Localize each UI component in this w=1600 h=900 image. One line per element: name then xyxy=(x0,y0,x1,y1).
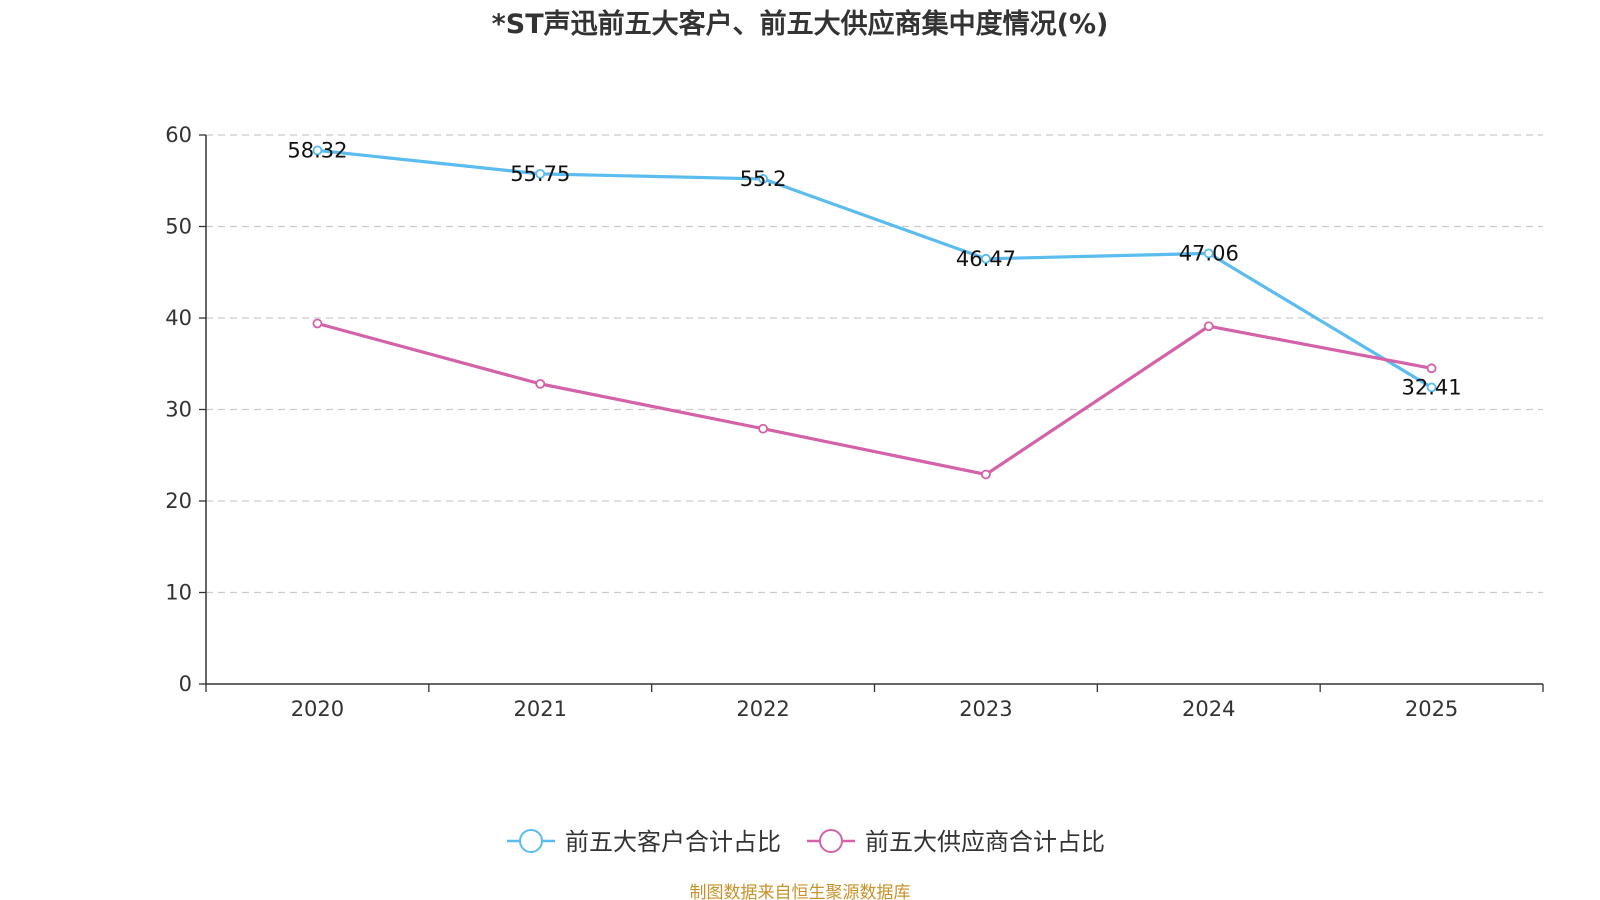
y-tick-label: 10 xyxy=(165,581,192,605)
legend-marker-icon xyxy=(519,829,543,853)
data-point[interactable] xyxy=(758,174,768,184)
legend-item-0[interactable]: 前五大客户合计占比 xyxy=(507,828,781,856)
y-tick-label: 0 xyxy=(179,672,192,696)
legend[interactable]: 前五大客户合计占比 前五大供应商合计占比 xyxy=(507,828,1105,856)
data-label: 47.06 xyxy=(1179,241,1239,265)
legend-label: 前五大客户合计占比 xyxy=(565,828,781,856)
series-layer xyxy=(312,145,1437,480)
axes: 0 10 20 30 40 50 60 2020 2021 2022 2023 2024 2025 xyxy=(165,123,1544,721)
data-point[interactable] xyxy=(1426,363,1437,374)
y-tick-label: 40 xyxy=(165,306,192,330)
data-label: 32.41 xyxy=(1402,375,1462,399)
legend-marker-icon xyxy=(819,829,843,853)
data-point[interactable] xyxy=(535,168,546,179)
data-point[interactable] xyxy=(1203,248,1214,259)
legend-item-1[interactable]: 前五大供应商合计占比 xyxy=(807,828,1105,856)
data-label: 55.2 xyxy=(740,167,787,191)
series-line-0 xyxy=(317,148,1433,389)
y-tick-label: 30 xyxy=(165,398,192,422)
x-tick-label: 2020 xyxy=(291,697,344,721)
series-line-1 xyxy=(316,321,1432,477)
data-point[interactable] xyxy=(981,253,991,264)
y-tick-label: 50 xyxy=(165,215,192,239)
y-tick-label: 60 xyxy=(165,123,192,147)
x-tick-label: 2022 xyxy=(736,697,789,721)
data-labels: 58.32 55.75 55.2 46.47 47.06 32.41 xyxy=(287,138,1461,399)
data-point[interactable] xyxy=(758,423,768,434)
data-point[interactable] xyxy=(1203,321,1214,332)
source-note: 制图数据来自恒生聚源数据库 xyxy=(690,883,911,900)
data-point[interactable] xyxy=(1426,382,1437,393)
data-point[interactable] xyxy=(312,318,323,329)
grid-lines xyxy=(206,134,1543,594)
data-point[interactable] xyxy=(312,145,323,156)
chart-title: *ST声迅前五大客户、前五大供应商集中度情况(%) xyxy=(492,8,1109,40)
data-point[interactable] xyxy=(535,378,546,389)
data-point[interactable] xyxy=(981,469,991,480)
x-tick-label: 2025 xyxy=(1405,697,1458,721)
data-label: 58.32 xyxy=(287,138,347,162)
x-tick-label: 2023 xyxy=(959,697,1012,721)
y-tick-label: 20 xyxy=(165,489,192,513)
data-label: 46.47 xyxy=(956,247,1016,271)
legend-label: 前五大供应商合计占比 xyxy=(865,828,1105,856)
data-label: 55.75 xyxy=(510,162,570,186)
x-tick-label: 2024 xyxy=(1182,697,1235,721)
x-tick-label: 2021 xyxy=(514,697,567,721)
